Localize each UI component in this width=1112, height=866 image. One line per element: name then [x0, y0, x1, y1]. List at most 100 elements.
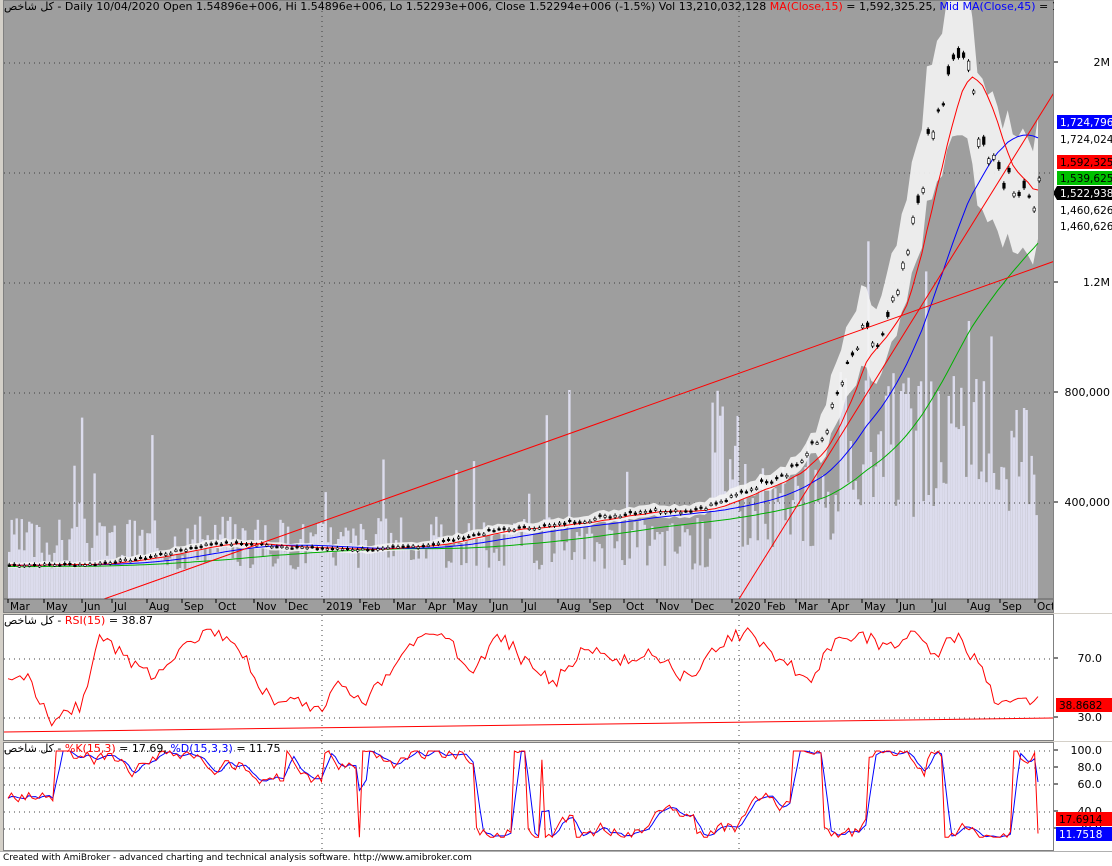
candle-body: [229, 543, 234, 547]
candle-body: [83, 564, 87, 567]
candle-body: [234, 541, 239, 544]
volume-bar: [598, 543, 601, 599]
candle-body: [982, 136, 986, 145]
candle-body: [179, 549, 183, 552]
price-plot-area[interactable]: Mar May Jun Jul Aug Sep Oct Nov Dec 2019 Feb Mar Apr…: [3, 0, 1054, 613]
price-axis[interactable]: 2M 1.2M 800,000 400,000 1,724,796 1,724,024 1,…: [1054, 0, 1112, 613]
volume-bar: [349, 543, 353, 599]
candle-body: [830, 403, 834, 408]
price-marker-box: [1057, 171, 1112, 185]
candle-body: [749, 488, 754, 491]
volume-bar: [417, 558, 420, 599]
volume-bar: [382, 459, 385, 599]
volume-bar: [462, 538, 466, 599]
volume-bar: [1017, 476, 1021, 599]
candle-body: [941, 103, 945, 106]
volume-bar: [43, 564, 46, 599]
volume-bar: [251, 564, 255, 599]
candle-body: [850, 352, 855, 356]
rsi-axis[interactable]: 70.0 30.0 38.8682: [1054, 614, 1112, 741]
candle-body: [457, 536, 461, 539]
volume-bar: [309, 532, 312, 599]
candle-body: [820, 438, 824, 441]
volume-bar: [538, 569, 541, 599]
volume-bar: [53, 552, 56, 599]
volume-bar: [819, 498, 822, 599]
candle-body: [643, 511, 648, 514]
volume-bar: [399, 517, 403, 599]
volume-bar: [744, 464, 747, 599]
stoch-symbol: کل شاخص: [4, 742, 54, 755]
volume-bar: [857, 499, 860, 599]
candle-body: [108, 562, 112, 565]
volume-bar: [734, 445, 737, 599]
volume-bar: [759, 474, 762, 599]
rsi-plot-area[interactable]: [3, 614, 1054, 741]
volume-bar: [995, 489, 998, 599]
volume-bar: [580, 526, 584, 599]
candle-body: [492, 530, 496, 533]
candle-body: [552, 524, 557, 527]
volume-bar: [889, 444, 893, 599]
candle-body: [734, 494, 738, 497]
candle-body: [901, 262, 905, 269]
price-axis-scale: 2M 1.2M 800,000 400,000 1,724,796 1,724,024 1,…: [1054, 0, 1112, 613]
volume-bar: [95, 535, 99, 599]
volume-bar: [239, 565, 242, 599]
volume-bar: [1005, 479, 1008, 599]
candle-body: [729, 495, 733, 498]
volume-bar: [726, 495, 729, 599]
volume-bar: [221, 516, 224, 599]
candle-body: [689, 510, 693, 513]
candle-body: [426, 544, 430, 547]
volume-bar: [364, 540, 368, 599]
volume-bar: [45, 542, 49, 599]
candle-body: [608, 516, 612, 519]
volume-bar: [209, 554, 212, 599]
rsi-line: [7, 627, 1039, 727]
stoch-chart: [4, 743, 1053, 850]
volume-bar: [927, 495, 930, 599]
volume-bar: [671, 523, 674, 599]
volume-bar: [354, 535, 358, 599]
candle-body: [694, 508, 698, 511]
volume-bar: [276, 558, 280, 599]
candle-body: [800, 460, 804, 463]
volume-bar: [231, 558, 234, 599]
volume-bar: [269, 554, 272, 599]
volume-bar: [912, 516, 915, 599]
stoch-k-line: [7, 749, 1039, 839]
candle-body: [32, 564, 37, 567]
stoch-k-label: %K(15,3): [64, 742, 116, 755]
volume-bar: [545, 415, 548, 599]
price-tick-label: 2M: [1094, 56, 1111, 69]
volume-bar: [603, 568, 606, 599]
volume-bar: [600, 548, 604, 599]
volume-bar: [947, 396, 950, 599]
volume-bar: [555, 524, 559, 599]
volume-bar: [970, 464, 973, 599]
candle-body: [648, 510, 653, 513]
volume-bar: [191, 539, 194, 599]
volume-bar: [1028, 504, 1031, 599]
volume-bar: [294, 569, 297, 599]
volume-bar: [935, 488, 938, 599]
candle-body: [22, 565, 27, 568]
price-marker-label: 1,539,625: [1060, 173, 1112, 185]
date-label: Jun: [898, 601, 915, 613]
candle-body: [164, 553, 168, 556]
candle-body: [770, 481, 774, 484]
volume-bar: [291, 568, 295, 599]
volume-bar: [515, 525, 518, 599]
volume-bar: [1010, 430, 1013, 599]
volume-bar: [794, 475, 797, 599]
volume-bar: [188, 551, 192, 599]
candle-body: [502, 527, 506, 530]
volume-bar: [402, 546, 405, 599]
candle-body: [638, 511, 643, 514]
stoch-plot-area[interactable]: [3, 742, 1054, 851]
volume-bar: [937, 391, 940, 599]
candle-body: [467, 535, 471, 538]
volume-bar: [809, 546, 812, 599]
